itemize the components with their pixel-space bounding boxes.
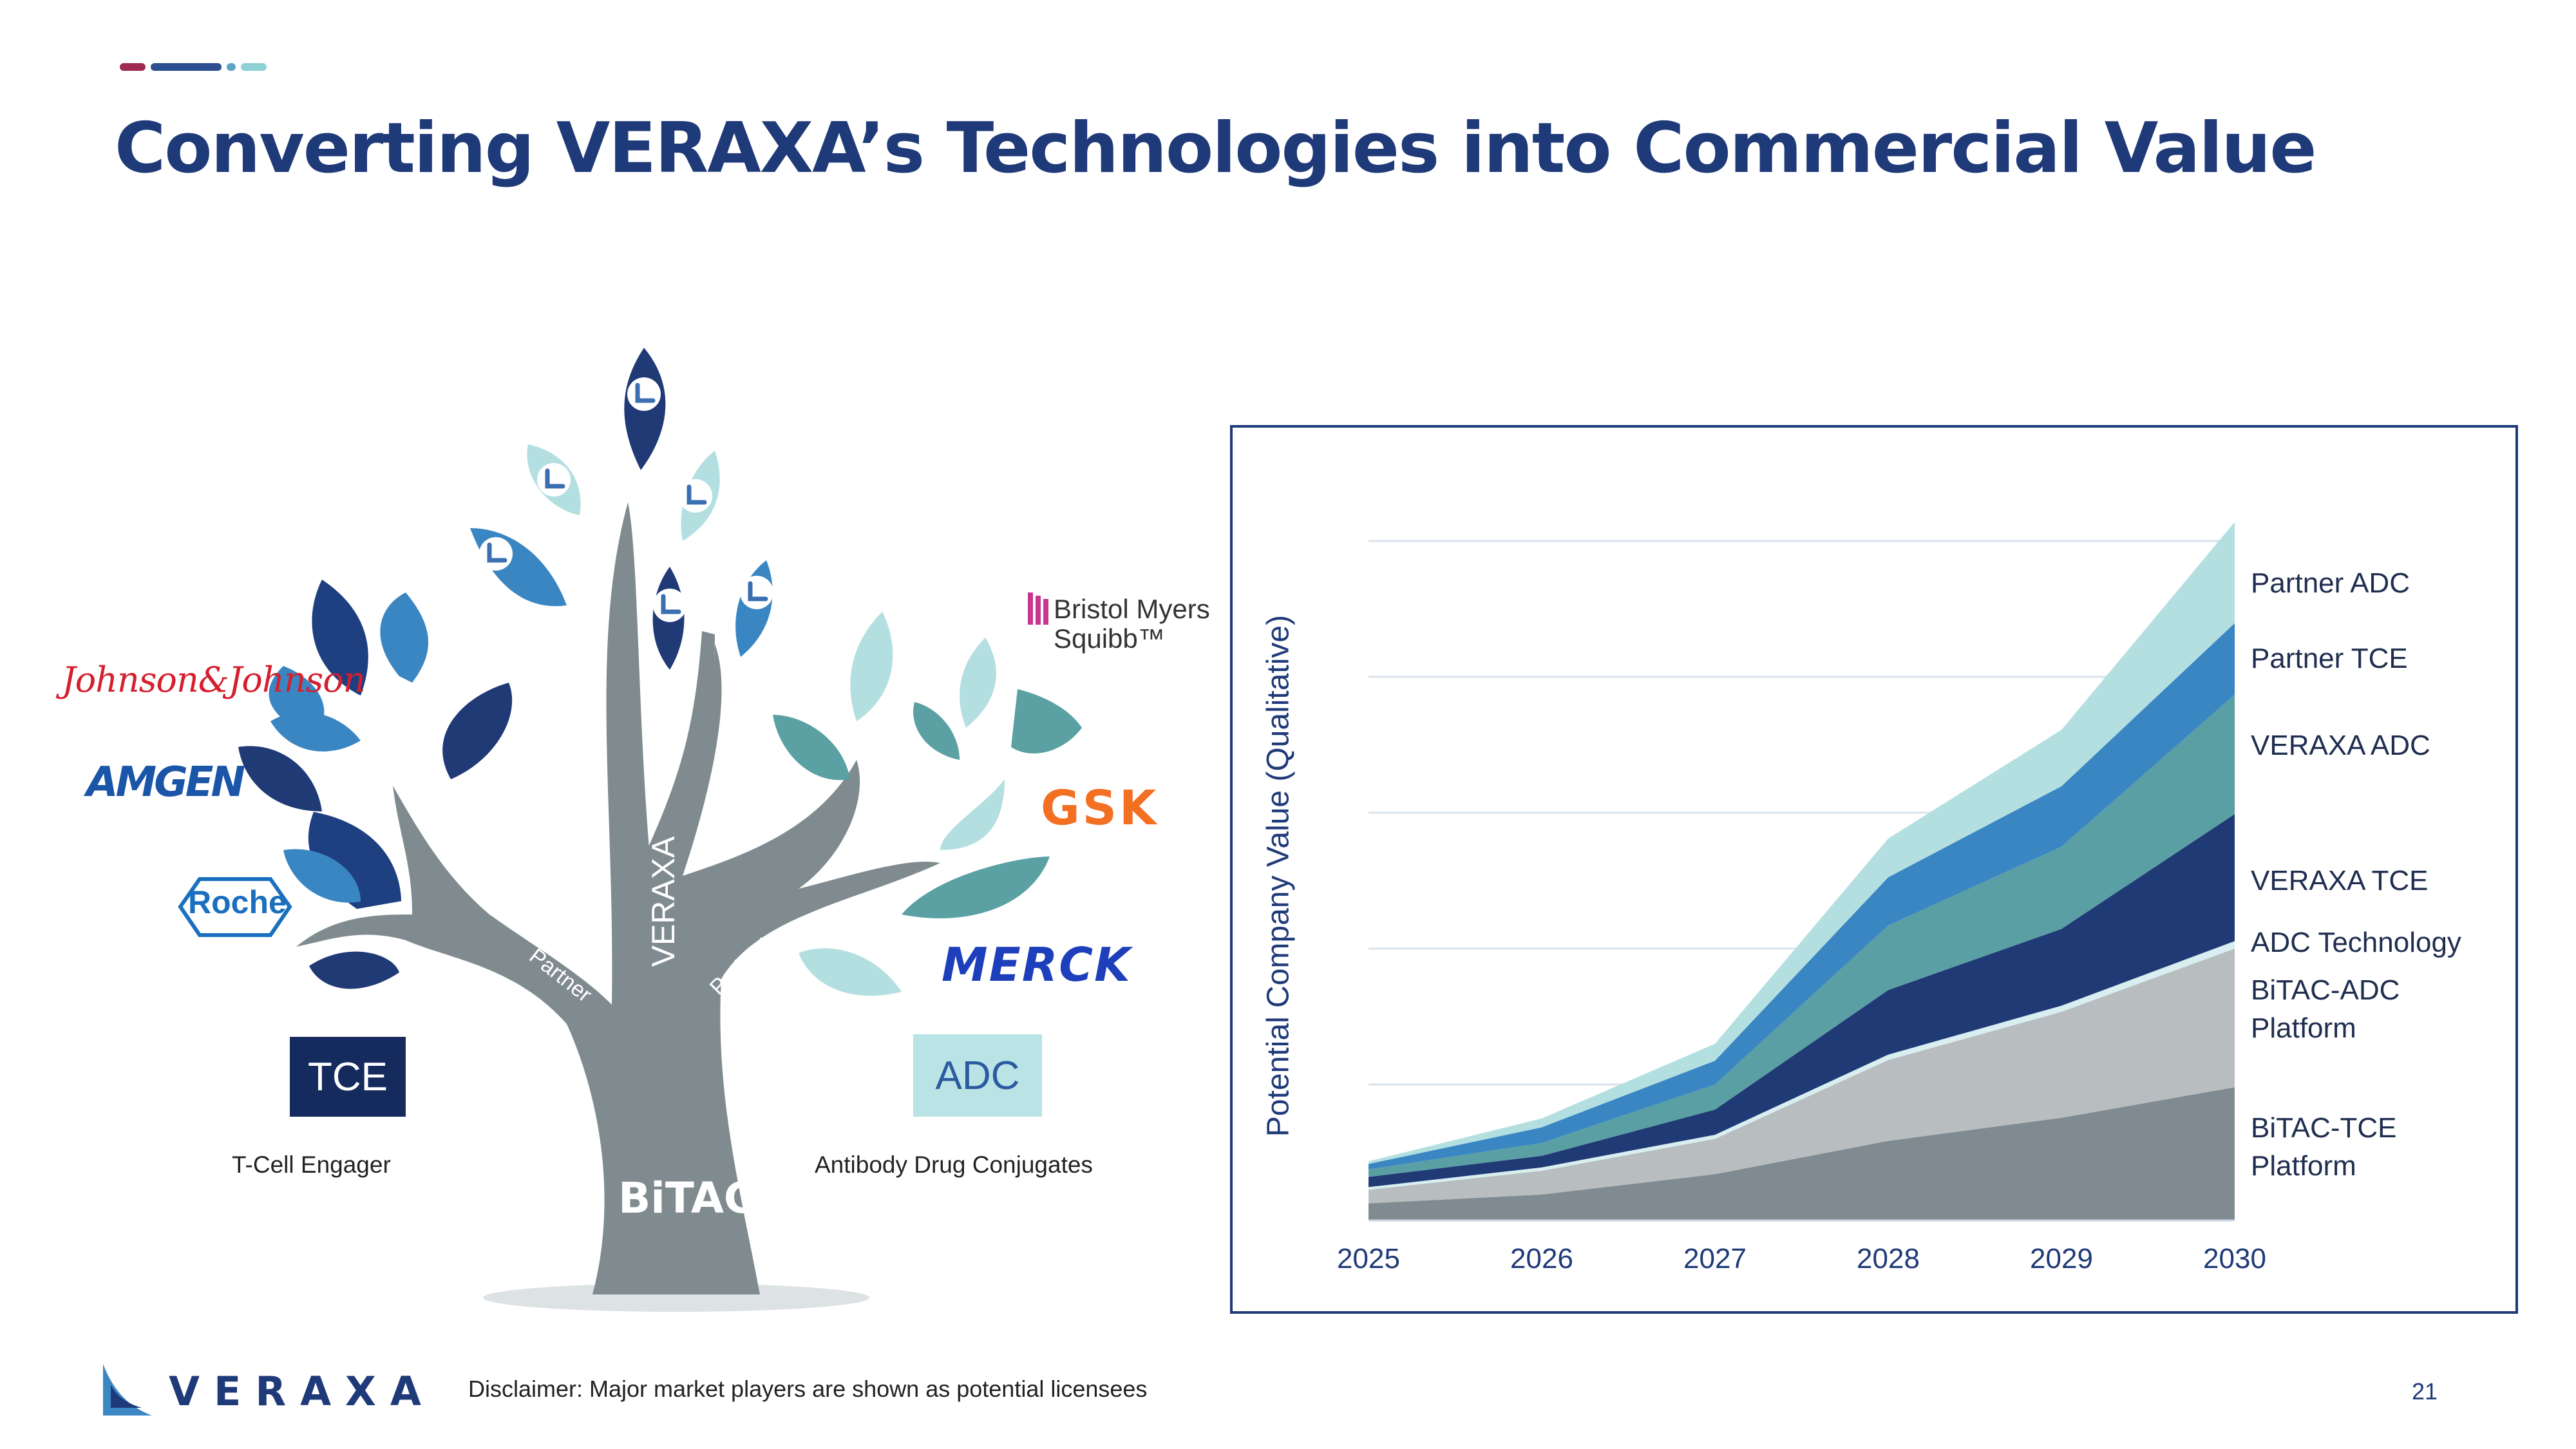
legend-veraxa-adc: VERAXA ADC [2251, 726, 2430, 764]
x-tick-label: 2030 [2203, 1243, 2266, 1274]
header-accent-bar-1 [120, 63, 146, 71]
legend-bitac-tce-line1: BiTAC-TCE [2251, 1112, 2397, 1144]
left-leaf-cluster [238, 580, 513, 989]
area-series-bitac-adc-platform [1368, 949, 2235, 1204]
legend-veraxa-tce: VERAXA TCE [2251, 862, 2429, 900]
brand-wordmark: VERAXA [169, 1368, 435, 1415]
gsk-logo: GSK [1041, 781, 1159, 836]
tce-caption: T-Cell Engager [232, 1151, 391, 1178]
slide-title: Converting VERAXA’s Technologies into Co… [115, 108, 2317, 189]
jnj-logo: Johnson&Johnson [62, 659, 365, 700]
roche-hexagon [178, 877, 292, 937]
leaf [902, 857, 1050, 918]
legend-adc-technology-label: ADC Technology [2251, 927, 2461, 958]
leaf [380, 592, 428, 683]
header-accent-bar-3 [227, 63, 236, 71]
tree-trunk [296, 502, 940, 1294]
disclaimer-text: Disclaimer: Major market players are sho… [468, 1376, 1148, 1402]
legend-partner-tce-label: Partner TCE [2251, 643, 2408, 674]
bms-mark [1028, 592, 1048, 625]
legend-partner-tce: Partner TCE [2251, 639, 2408, 677]
chart-frame [1230, 425, 2518, 1314]
adc-box: ADC [913, 1034, 1042, 1117]
adc-caption: Antibody Drug Conjugates [815, 1151, 1093, 1178]
veraxa-logo-mark [103, 1364, 152, 1416]
area-series-veraxa-tce [1368, 814, 2235, 1188]
merck-logo: MERCK [942, 938, 1132, 992]
legend-adc-technology: ADC Technology [2251, 923, 2461, 961]
tce-box: TCE [290, 1037, 406, 1117]
leaf [238, 746, 322, 811]
leaf [960, 638, 996, 728]
amgen-logo: AMGEN [86, 759, 245, 806]
legend-bitac-adc-line1: BiTAC-ADC [2251, 974, 2400, 1006]
x-tick-label: 2028 [1857, 1243, 1920, 1274]
right-leaf-cluster [773, 612, 1082, 996]
x-tick-label: 2026 [1510, 1243, 1573, 1274]
leaf [913, 702, 960, 760]
leaf [850, 612, 893, 721]
roche-logo: Roche [188, 884, 287, 920]
tree-ground-shadow [483, 1283, 869, 1312]
leaf [442, 683, 513, 779]
leaf [940, 779, 1005, 850]
x-tick-label: 2029 [2030, 1243, 2093, 1274]
leaf [1011, 689, 1082, 753]
leaf [309, 951, 399, 989]
header-accent-bar-4 [241, 63, 267, 71]
legend-veraxa-adc-label: VERAXA ADC [2251, 730, 2430, 761]
legend-partner-adc: Partner ADC [2251, 564, 2410, 602]
top-leaf-cluster [470, 348, 773, 670]
bms-logo-line2: Squibb™ [1054, 623, 1165, 654]
leaf [270, 712, 361, 752]
area-series-bitac-tce-platform [1368, 1087, 2235, 1220]
leaf [312, 580, 368, 696]
page-number: 21 [2412, 1378, 2438, 1405]
legend-veraxa-tce-label: VERAXA TCE [2251, 865, 2429, 896]
leaf [283, 849, 361, 903]
x-tick-label: 2027 [1683, 1243, 1747, 1274]
legend-bitac-tce-line2: Platform [2251, 1150, 2356, 1182]
legend-bitac-adc: BiTAC-ADC Platform [2251, 971, 2400, 1048]
legend-bitac-tce: BiTAC-TCE Platform [2251, 1109, 2397, 1186]
header-accent-bar-2 [151, 63, 222, 71]
leaf [773, 715, 850, 781]
x-tick-label: 2025 [1337, 1243, 1400, 1274]
bms-logo-line1: Bristol Myers [1054, 594, 1210, 624]
leaf [799, 948, 902, 996]
legend-partner-adc-label: Partner ADC [2251, 567, 2410, 599]
legend-bitac-adc-line2: Platform [2251, 1012, 2356, 1045]
tree-trunk-label: BiTAC [618, 1173, 755, 1223]
